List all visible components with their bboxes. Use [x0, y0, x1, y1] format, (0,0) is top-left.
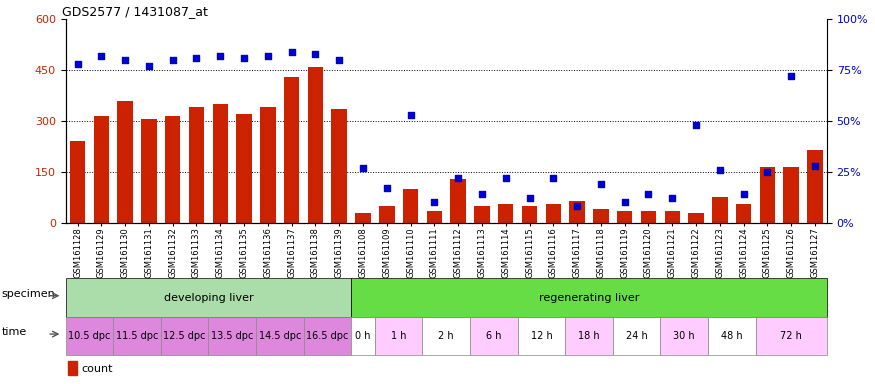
- Bar: [427, 211, 442, 223]
- Bar: [570, 201, 584, 223]
- Bar: [355, 213, 371, 223]
- Bar: [451, 179, 466, 223]
- Point: [594, 181, 608, 187]
- Bar: [308, 67, 323, 223]
- Point: [522, 195, 536, 201]
- Point: [784, 73, 798, 79]
- Point: [760, 169, 774, 175]
- Bar: [474, 206, 490, 223]
- Bar: [70, 141, 85, 223]
- Point: [641, 191, 655, 197]
- Text: 72 h: 72 h: [780, 331, 802, 341]
- Point: [71, 61, 85, 67]
- Point: [380, 185, 394, 191]
- Bar: [593, 209, 609, 223]
- Point: [427, 199, 441, 205]
- Text: 11.5 dpc: 11.5 dpc: [116, 331, 158, 341]
- Text: specimen: specimen: [2, 289, 55, 299]
- Point: [118, 57, 132, 63]
- Bar: [640, 211, 656, 223]
- Text: regenerating liver: regenerating liver: [539, 293, 639, 303]
- Point: [499, 175, 513, 181]
- Text: 1 h: 1 h: [391, 331, 406, 341]
- Point: [713, 167, 727, 173]
- Bar: [332, 109, 346, 223]
- Point: [332, 57, 346, 63]
- Text: 0 h: 0 h: [355, 331, 371, 341]
- Text: 2 h: 2 h: [438, 331, 454, 341]
- Point: [214, 53, 228, 59]
- Point: [570, 204, 584, 210]
- Point: [452, 175, 466, 181]
- Point: [190, 55, 204, 61]
- Point: [475, 191, 489, 197]
- Text: 30 h: 30 h: [674, 331, 695, 341]
- Text: 10.5 dpc: 10.5 dpc: [68, 331, 110, 341]
- Text: 13.5 dpc: 13.5 dpc: [211, 331, 254, 341]
- Point: [403, 112, 417, 118]
- Bar: [236, 114, 252, 223]
- Bar: [165, 116, 180, 223]
- Bar: [498, 204, 514, 223]
- Point: [142, 63, 156, 69]
- Text: 14.5 dpc: 14.5 dpc: [258, 331, 301, 341]
- Text: count: count: [81, 364, 113, 374]
- Point: [308, 51, 322, 57]
- Text: time: time: [2, 327, 26, 337]
- Bar: [94, 116, 109, 223]
- Bar: [712, 197, 727, 223]
- Point: [165, 57, 179, 63]
- Text: 18 h: 18 h: [578, 331, 599, 341]
- Point: [94, 53, 108, 59]
- Bar: [689, 213, 704, 223]
- Bar: [402, 189, 418, 223]
- Bar: [522, 206, 537, 223]
- Bar: [783, 167, 799, 223]
- Point: [284, 49, 298, 55]
- Bar: [117, 101, 133, 223]
- Point: [665, 195, 679, 201]
- Text: 12.5 dpc: 12.5 dpc: [164, 331, 206, 341]
- Point: [689, 122, 703, 128]
- Bar: [189, 108, 204, 223]
- Point: [356, 165, 370, 171]
- Bar: [617, 211, 633, 223]
- Point: [237, 55, 251, 61]
- Text: developing liver: developing liver: [164, 293, 253, 303]
- Point: [618, 199, 632, 205]
- Bar: [664, 211, 680, 223]
- Bar: [546, 204, 561, 223]
- Bar: [808, 150, 822, 223]
- Bar: [141, 119, 157, 223]
- Bar: [260, 108, 276, 223]
- Text: 48 h: 48 h: [721, 331, 743, 341]
- Bar: [67, 361, 78, 375]
- Bar: [736, 204, 752, 223]
- Point: [546, 175, 560, 181]
- Point: [808, 163, 822, 169]
- Point: [261, 53, 275, 59]
- Text: GDS2577 / 1431087_at: GDS2577 / 1431087_at: [62, 5, 207, 18]
- Text: 12 h: 12 h: [530, 331, 552, 341]
- Bar: [760, 167, 775, 223]
- Bar: [213, 104, 228, 223]
- Point: [737, 191, 751, 197]
- Bar: [284, 77, 299, 223]
- Text: 24 h: 24 h: [626, 331, 648, 341]
- Bar: [379, 206, 395, 223]
- Text: 16.5 dpc: 16.5 dpc: [306, 331, 348, 341]
- Text: 6 h: 6 h: [487, 331, 501, 341]
